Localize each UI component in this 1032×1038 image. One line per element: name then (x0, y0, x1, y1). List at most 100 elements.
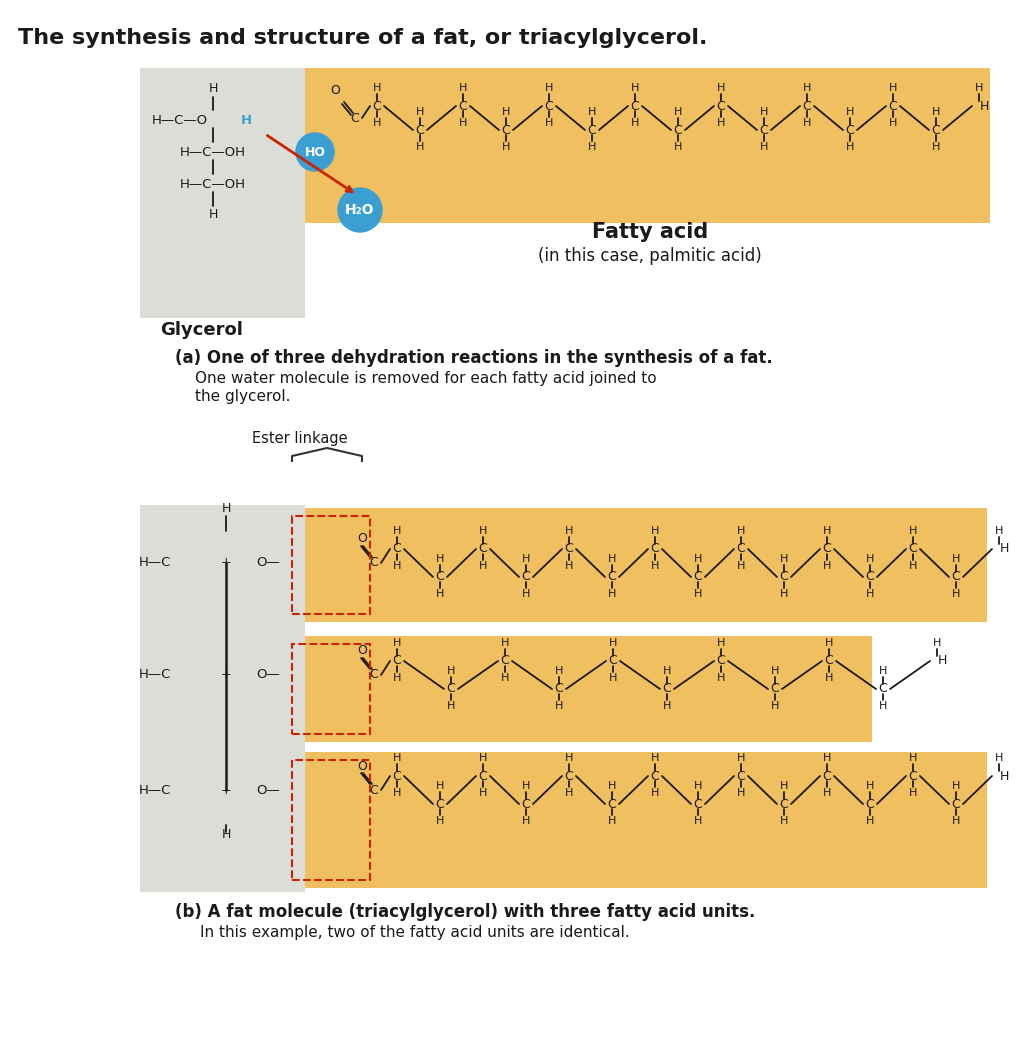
Text: H: H (565, 753, 573, 763)
Text: C: C (369, 784, 379, 796)
Bar (140, 69, 305, 318)
Text: H₂O: H₂O (346, 203, 375, 217)
Text: H: H (373, 83, 381, 93)
Text: H: H (522, 816, 530, 826)
Text: C: C (823, 769, 832, 783)
Text: C: C (502, 124, 511, 137)
Text: C: C (674, 124, 682, 137)
Text: O: O (357, 760, 367, 772)
Text: C: C (369, 668, 379, 682)
Text: C: C (373, 100, 382, 112)
Text: H: H (501, 673, 509, 683)
Text: H—C: H—C (138, 556, 171, 570)
Text: H: H (694, 589, 702, 599)
Text: H: H (737, 788, 745, 798)
Text: H: H (866, 554, 874, 564)
Circle shape (338, 188, 382, 233)
Text: H: H (651, 788, 659, 798)
Text: H: H (879, 701, 888, 711)
Text: H: H (608, 781, 616, 791)
Text: H: H (909, 561, 917, 571)
Text: C: C (521, 797, 530, 811)
Text: C: C (866, 797, 874, 811)
Text: H: H (555, 666, 563, 676)
Text: C: C (392, 655, 401, 667)
Text: C: C (694, 571, 703, 583)
Text: H: H (933, 638, 941, 648)
Text: C: C (501, 655, 510, 667)
Text: The synthesis and structure of a fat, or triacylglycerol.: The synthesis and structure of a fat, or… (18, 28, 707, 48)
Text: H: H (545, 118, 553, 128)
Text: C: C (392, 543, 401, 555)
Text: H: H (436, 554, 444, 564)
Text: C: C (845, 124, 854, 137)
Text: H: H (651, 561, 659, 571)
Text: H: H (780, 781, 788, 791)
Text: C: C (952, 571, 961, 583)
Text: H: H (663, 701, 671, 711)
Text: H: H (866, 781, 874, 791)
Text: H: H (651, 526, 659, 536)
Text: C: C (479, 769, 487, 783)
Text: H: H (823, 526, 831, 536)
Text: C: C (878, 683, 888, 695)
Text: O—: O— (256, 784, 280, 796)
Text: H: H (522, 589, 530, 599)
Text: H: H (502, 107, 510, 117)
Text: (b) A fat molecule (triacylglycerol) with three fatty acid units.: (b) A fat molecule (triacylglycerol) wit… (175, 903, 755, 921)
Text: C: C (554, 683, 563, 695)
Text: HO: HO (304, 145, 325, 159)
Text: C: C (447, 683, 455, 695)
Text: C: C (716, 655, 725, 667)
Text: C: C (908, 543, 917, 555)
Text: H: H (823, 788, 831, 798)
Text: H: H (889, 83, 897, 93)
Text: H: H (717, 83, 725, 93)
Text: H: H (565, 788, 573, 798)
Text: H: H (663, 666, 671, 676)
Text: O—: O— (256, 556, 280, 570)
Text: H: H (932, 142, 940, 152)
Text: C: C (608, 571, 616, 583)
Text: H: H (717, 673, 725, 683)
Text: H: H (803, 118, 811, 128)
Text: H: H (502, 142, 510, 152)
Bar (292, 760, 370, 880)
Text: H: H (565, 561, 573, 571)
Text: H: H (760, 142, 768, 152)
Text: C: C (545, 100, 553, 112)
Text: H: H (479, 753, 487, 763)
Text: H—C—OH: H—C—OH (180, 177, 246, 191)
Text: H: H (717, 118, 725, 128)
Text: H: H (631, 83, 639, 93)
Bar (292, 516, 370, 614)
Text: H: H (952, 816, 960, 826)
Text: H: H (565, 526, 573, 536)
Text: C: C (779, 571, 788, 583)
Bar (305, 752, 987, 887)
Text: H: H (760, 107, 768, 117)
Text: C: C (392, 769, 401, 783)
Text: H: H (803, 83, 811, 93)
Text: H: H (737, 561, 745, 571)
Text: H: H (780, 816, 788, 826)
Text: H: H (846, 107, 854, 117)
Text: H: H (825, 673, 833, 683)
Circle shape (296, 133, 334, 171)
Text: C: C (565, 543, 574, 555)
Text: Glycerol: Glycerol (160, 321, 243, 339)
Text: H: H (459, 118, 467, 128)
Text: H: H (631, 118, 639, 128)
Text: C: C (737, 543, 745, 555)
Text: C: C (908, 769, 917, 783)
Text: H: H (479, 561, 487, 571)
Text: C: C (779, 797, 788, 811)
Text: H: H (373, 118, 381, 128)
Text: H: H (447, 701, 455, 711)
Text: H: H (588, 107, 596, 117)
Text: H: H (221, 501, 231, 515)
Text: H: H (717, 638, 725, 648)
Text: H: H (909, 526, 917, 536)
Text: H: H (879, 666, 888, 676)
Text: H: H (694, 781, 702, 791)
